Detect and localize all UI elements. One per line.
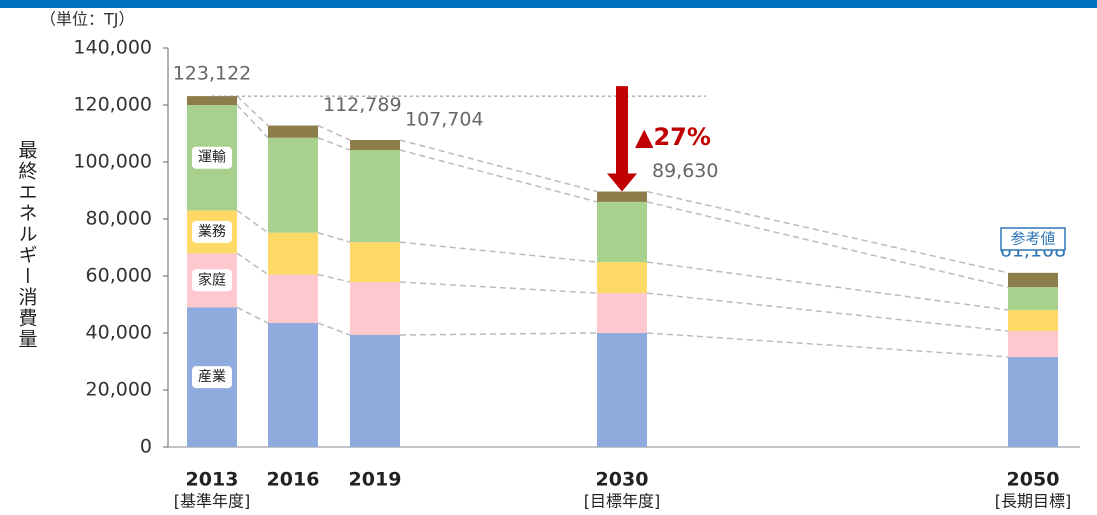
bar-segment xyxy=(350,334,400,447)
bar-segment xyxy=(268,137,318,233)
bar-segment xyxy=(268,323,318,447)
total-label: 123,122 xyxy=(173,63,252,85)
connector xyxy=(236,104,269,139)
reference-label: 参考値 xyxy=(1010,230,1055,248)
connector xyxy=(399,149,598,203)
segment-label-box xyxy=(192,269,232,292)
bar-segment xyxy=(597,293,647,333)
connector xyxy=(236,95,269,127)
bar-segment xyxy=(597,333,647,447)
total-label: 107,704 xyxy=(405,109,484,131)
connector xyxy=(236,252,269,276)
segment-label: 産業 xyxy=(198,369,226,385)
top-band xyxy=(0,0,1097,8)
connector xyxy=(399,332,598,336)
connector xyxy=(317,322,351,336)
bar-segment xyxy=(1008,356,1058,447)
connector xyxy=(399,281,598,294)
connector xyxy=(236,209,269,234)
x-tick-label: 2050 xyxy=(1007,469,1060,491)
connector xyxy=(646,201,1009,288)
category-note: [長期目標] xyxy=(995,492,1072,511)
bar-segment xyxy=(1008,287,1058,310)
segment-label-box xyxy=(192,366,232,389)
x-tick-label: 2030 xyxy=(596,469,649,491)
connector xyxy=(317,273,351,283)
bar-segment xyxy=(1008,331,1058,357)
bar-segment xyxy=(268,232,318,275)
y-axis-label: 最終エネルギー消費量 xyxy=(16,140,38,350)
x-tick-label: 2016 xyxy=(267,469,320,491)
category-note: [目標年度] xyxy=(584,492,661,511)
bar-segment xyxy=(350,242,400,282)
bar-segment xyxy=(187,96,237,105)
y-tick-label: 140,000 xyxy=(73,37,152,59)
segment-label: 業務 xyxy=(198,224,226,240)
bar-segment xyxy=(350,140,400,151)
connector xyxy=(317,231,351,243)
y-tick-label: 100,000 xyxy=(73,151,152,173)
segment-label-box xyxy=(192,146,232,169)
bar-segment xyxy=(268,274,318,324)
bar-segment xyxy=(597,262,647,294)
bar-segment xyxy=(597,191,647,202)
bar-segment xyxy=(350,281,400,335)
reduction-label: ▲27% xyxy=(635,123,711,151)
total-label: 89,630 xyxy=(652,160,718,182)
connector xyxy=(399,241,598,263)
bar-segment xyxy=(1008,309,1058,332)
connector xyxy=(646,190,1009,274)
segment-label: 運輸 xyxy=(198,150,226,166)
reference-box xyxy=(1000,227,1066,251)
y-tick-label: 120,000 xyxy=(73,94,152,116)
y-tick-label: 60,000 xyxy=(86,265,152,287)
connector xyxy=(317,124,351,141)
x-tick-label: 2013 xyxy=(186,469,239,491)
bar-segment xyxy=(597,201,647,263)
connector xyxy=(646,261,1009,311)
connector xyxy=(646,332,1009,358)
bar-segment xyxy=(1008,272,1058,288)
unit-label: （単位：TJ） xyxy=(40,10,135,29)
connector xyxy=(646,292,1009,332)
connector xyxy=(399,139,598,193)
segment-label-box xyxy=(192,220,232,243)
bar-segment xyxy=(350,150,400,243)
bar-segment xyxy=(268,125,318,138)
y-tick-label: 20,000 xyxy=(86,379,152,401)
y-tick-label: 40,000 xyxy=(86,322,152,344)
connector xyxy=(317,137,351,151)
y-tick-label: 80,000 xyxy=(86,208,152,230)
category-note: [基準年度] xyxy=(174,492,251,511)
connector xyxy=(236,306,269,324)
total-label: 112,789 xyxy=(323,94,402,116)
y-tick-label: 0 xyxy=(140,436,152,458)
reduction-arrow-head xyxy=(607,173,637,192)
segment-label: 家庭 xyxy=(198,271,226,288)
x-tick-label: 2019 xyxy=(349,469,402,491)
